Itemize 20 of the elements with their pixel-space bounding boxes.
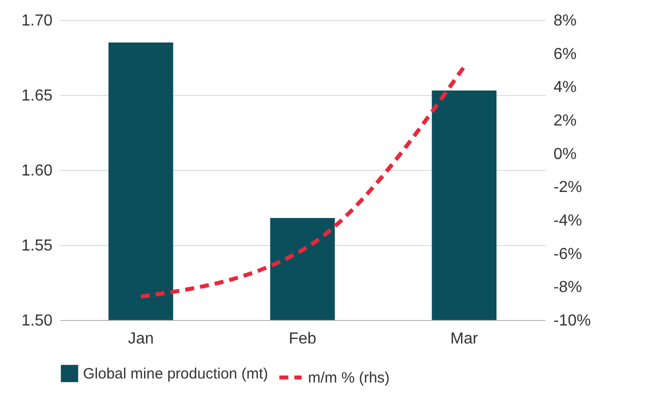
y2-tick-label: -4%	[554, 212, 582, 230]
y2-tick-label: 4%	[554, 79, 577, 96]
y2-tick-label: -8%	[554, 279, 582, 296]
y2-tick-label: 8%	[554, 12, 577, 30]
y-tick-label: 1.50	[21, 312, 53, 330]
legend-label: m/m % (rhs)	[308, 370, 390, 386]
y2-tick-label: -10%	[554, 312, 591, 330]
y-tick-label: 1.60	[21, 162, 53, 180]
y-tick-label: 1.55	[21, 238, 53, 254]
y2-tick-label: 2%	[554, 112, 577, 130]
x-tick-label: Feb	[288, 330, 316, 348]
legend-label: Global mine production (mt)	[83, 366, 268, 382]
y-tick-label: 1.65	[21, 88, 53, 104]
y-tick-label: 1.70	[21, 12, 53, 30]
y2-tick-label: 6%	[554, 46, 577, 63]
y2-tick-label: 0%	[554, 146, 577, 163]
y2-tick-label: -6%	[554, 246, 582, 263]
x-tick-label: Jan	[128, 330, 154, 348]
x-tick-label: Mar	[450, 330, 479, 348]
y2-tick-label: -2%	[554, 179, 582, 196]
